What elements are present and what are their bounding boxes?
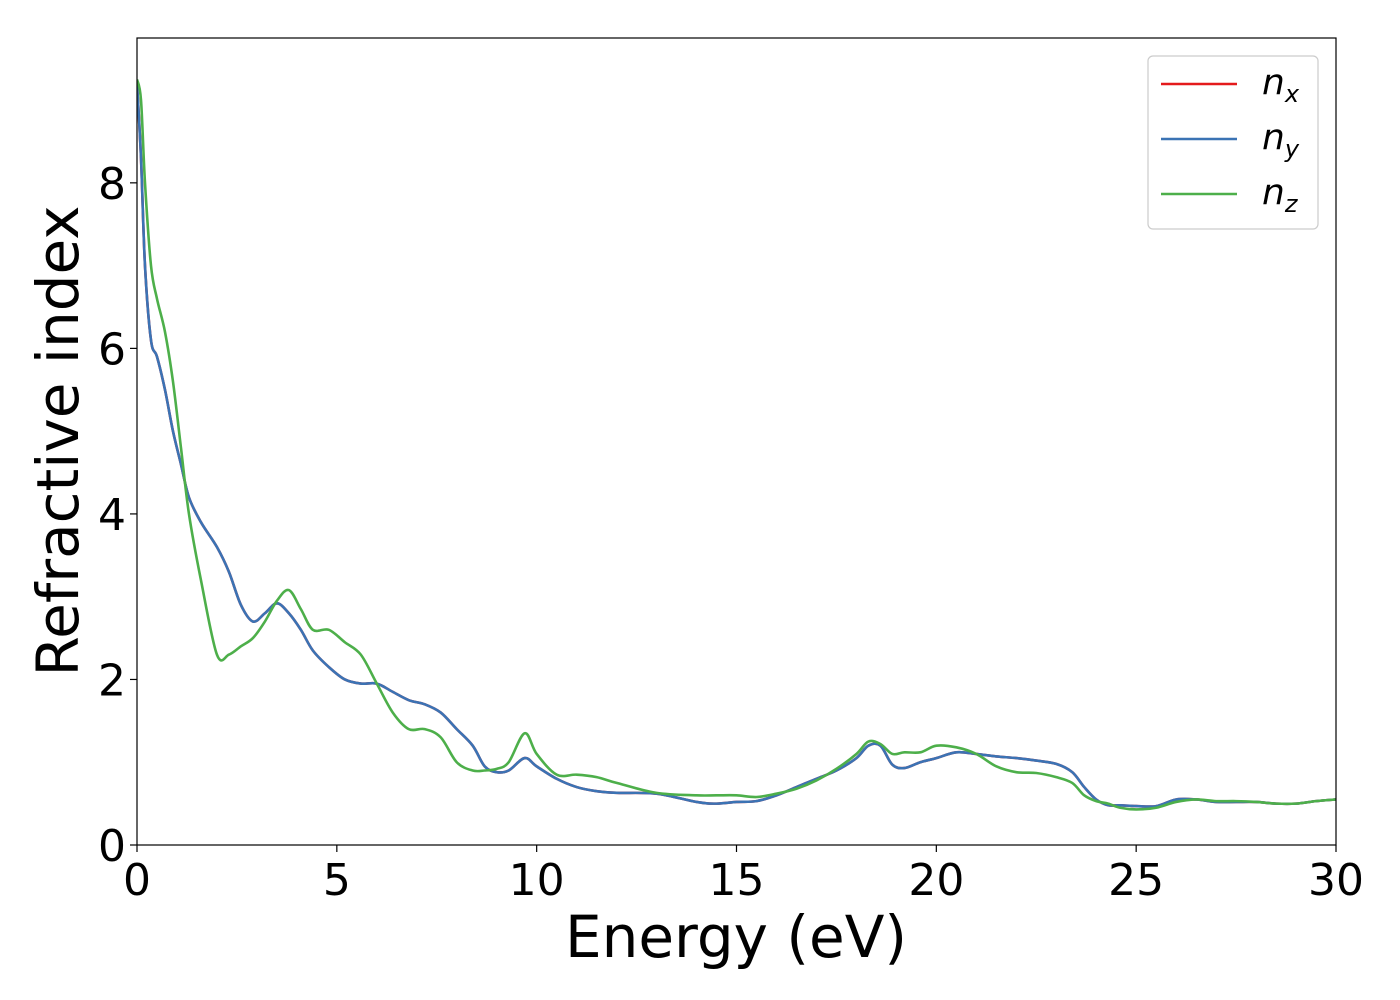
- y-axis-title: Refractive index: [24, 205, 92, 676]
- legend-label-z: nz: [1262, 172, 1299, 218]
- series-line-z: [137, 79, 1336, 811]
- y-tick-label: 6: [98, 324, 126, 375]
- y-tick-label: 0: [98, 821, 126, 872]
- x-tick-label: 30: [1308, 855, 1364, 906]
- x-tick-label: 20: [908, 855, 964, 906]
- y-axis: 0 2 4 6 8: [98, 159, 137, 872]
- x-tick-label: 25: [1108, 855, 1164, 906]
- x-axis-title: Energy (eV): [565, 903, 907, 971]
- y-tick-label: 4: [98, 490, 126, 541]
- legend-box: [1147, 55, 1319, 230]
- x-tick-label: 10: [509, 855, 565, 906]
- x-tick-label: 5: [323, 855, 351, 906]
- legend-label-x: nx: [1262, 62, 1300, 108]
- legend-label-y: ny: [1262, 117, 1300, 163]
- x-tick-label: 15: [709, 855, 765, 906]
- legend: nx ny nz: [1147, 55, 1319, 230]
- x-axis: 0 5 10 15 20 25 30: [123, 845, 1364, 906]
- series-layer: [137, 79, 1336, 811]
- y-tick-label: 8: [98, 159, 126, 210]
- y-tick-label: 2: [98, 655, 126, 706]
- x-tick-label: 0: [123, 855, 151, 906]
